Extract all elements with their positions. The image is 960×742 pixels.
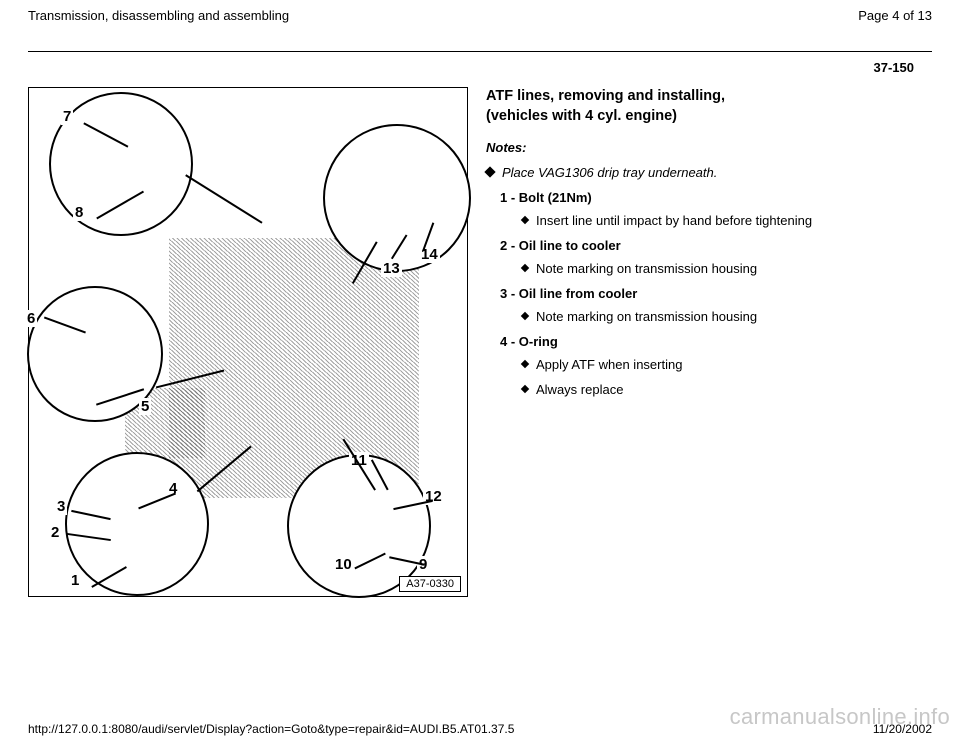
section-title-line2: (vehicles with 4 cyl. engine) [486,108,677,124]
item-num: 4 - [500,334,519,349]
sub-text: Insert line until impact by hand before … [536,213,812,228]
callout-circle: 14 13 [323,124,471,272]
section-title: ATF lines, removing and installing, (veh… [486,87,906,126]
leader-line [185,174,262,223]
item-label: Oil line from cooler [519,286,637,301]
sub-item: Note marking on transmission housing [522,309,906,324]
bullet-icon [521,216,529,224]
sub-text: Note marking on transmission housing [536,309,757,324]
bullet-icon [521,360,529,368]
footer-url: http://127.0.0.1:8080/audi/servlet/Displ… [28,722,514,736]
sub-item: Insert line until impact by hand before … [522,213,906,228]
notes-heading: Notes: [486,140,906,155]
item-label: Bolt (21Nm) [519,190,592,205]
list-item: 1 - Bolt (21Nm) [500,190,906,205]
section-title-line1: ATF lines, removing and installing, [486,88,725,104]
technical-figure: 7 8 6 5 3 2 4 1 [28,87,468,597]
item-num: 2 - [500,238,519,253]
callout-13: 13 [381,260,402,277]
callout-6: 6 [25,310,37,327]
sub-item: Note marking on transmission housing [522,261,906,276]
figure-ref: A37-0330 [399,576,461,592]
list-item: 4 - O-ring [500,334,906,349]
callout-3: 3 [55,498,67,515]
callout-2: 2 [49,524,61,541]
callout-8: 8 [73,204,85,221]
callout-5: 5 [139,398,151,415]
callout-7: 7 [61,108,73,125]
sub-text: Apply ATF when inserting [536,357,682,372]
callout-10: 10 [333,556,354,573]
callout-circle: 7 8 [49,92,193,236]
item-label: Oil line to cooler [519,238,621,253]
sub-text: Always replace [536,382,623,397]
page-of: Page 4 of 13 [858,8,932,23]
callout-circle: 6 5 [27,286,163,422]
page-number: 37-150 [28,60,932,75]
bullet-icon [521,385,529,393]
bullet-icon [484,166,495,177]
item-num: 3 - [500,286,519,301]
footer-date: 11/20/2002 [873,722,932,736]
note-text: Place VAG1306 drip tray underneath. [502,165,717,180]
list-item: 3 - Oil line from cooler [500,286,906,301]
sub-text: Note marking on transmission housing [536,261,757,276]
header-rule [28,51,932,52]
item-num: 1 - [500,190,519,205]
sub-item: Apply ATF when inserting [522,357,906,372]
bullet-icon [521,312,529,320]
note-item: Place VAG1306 drip tray underneath. [486,165,906,180]
callout-1: 1 [69,572,81,589]
item-label: O-ring [519,334,558,349]
doc-title: Transmission, disassembling and assembli… [28,8,289,23]
bullet-icon [521,264,529,272]
list-item: 2 - Oil line to cooler [500,238,906,253]
sub-item: Always replace [522,382,906,397]
callout-circle: 3 2 4 1 [65,452,209,596]
